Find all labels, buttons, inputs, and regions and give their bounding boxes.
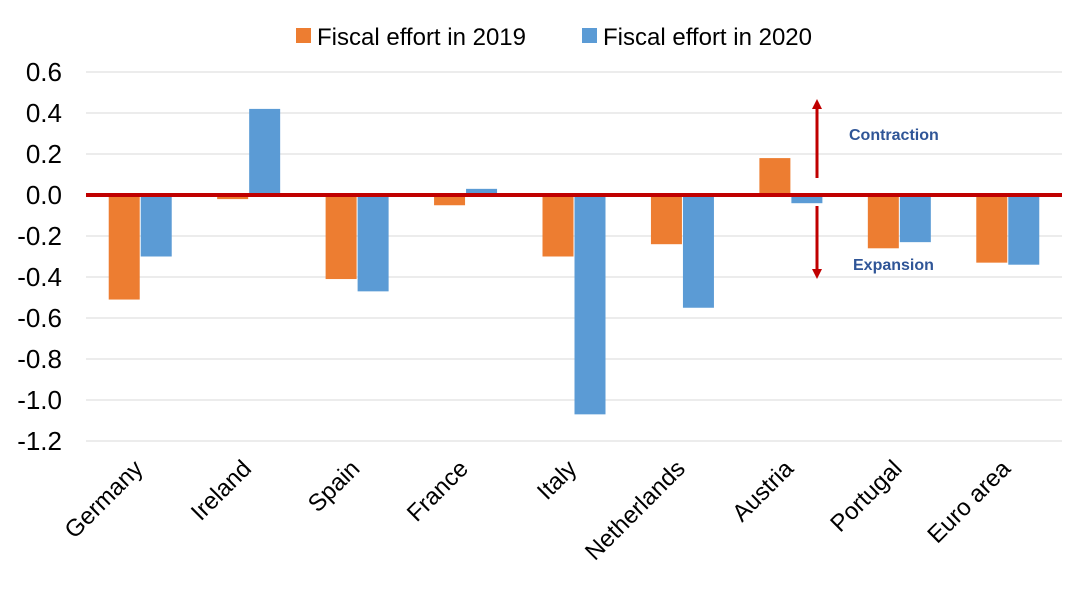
bar	[466, 188, 498, 195]
y-tick-label: 0.6	[26, 57, 62, 87]
bar	[325, 195, 357, 280]
x-tick-label: Euro area	[922, 455, 1016, 549]
legend-label: Fiscal effort in 2020	[603, 24, 812, 51]
annotations: Contraction Expansion	[812, 99, 939, 279]
x-tick-label: Netherlands	[580, 455, 691, 566]
y-tick-label: -0.6	[17, 303, 62, 333]
bar	[682, 195, 714, 308]
legend-label: Fiscal effort in 2019	[317, 24, 526, 51]
x-tick-label: Italy	[532, 455, 582, 505]
bar	[867, 195, 899, 249]
bars	[108, 108, 1040, 415]
bar	[1008, 195, 1040, 265]
y-tick-label: 0.0	[26, 180, 62, 210]
bar	[434, 195, 466, 206]
bar	[791, 195, 823, 204]
y-tick-label: -0.4	[17, 262, 62, 292]
y-tick-label: 0.2	[26, 139, 62, 169]
bar	[976, 195, 1008, 263]
bar	[140, 195, 172, 257]
bar	[249, 108, 281, 195]
bar	[899, 195, 931, 243]
bar	[650, 195, 682, 245]
x-tick-label: Austria	[727, 455, 799, 527]
bar	[759, 158, 791, 195]
x-tick-label: France	[402, 455, 474, 527]
y-tick-label: -1.2	[17, 426, 62, 456]
bar	[542, 195, 574, 257]
bar	[217, 195, 249, 200]
legend-swatch	[296, 28, 311, 43]
x-tick-label: Germany	[60, 455, 149, 544]
bar	[357, 195, 389, 292]
bar	[574, 195, 606, 415]
bar	[108, 195, 140, 300]
gridlines	[86, 71, 1062, 442]
y-tick-label: 0.4	[26, 98, 62, 128]
x-tick-label: Spain	[303, 455, 366, 518]
y-tick-label: -0.8	[17, 344, 62, 374]
y-tick-label: -1.0	[17, 385, 62, 415]
contraction-label: Contraction	[849, 127, 939, 144]
legend-swatch	[582, 28, 597, 43]
expansion-label: Expansion	[853, 257, 934, 274]
legend: Fiscal effort in 2019 Fiscal effort in 20…	[296, 24, 812, 51]
x-tick-label: Ireland	[186, 455, 257, 526]
x-tick-label: Portugal	[825, 455, 907, 537]
y-tick-label: -0.2	[17, 221, 62, 251]
